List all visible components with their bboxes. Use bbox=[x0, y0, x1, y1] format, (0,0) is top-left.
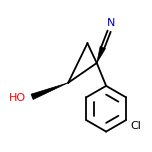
Text: N: N bbox=[107, 17, 116, 28]
Text: HO: HO bbox=[9, 93, 26, 103]
Polygon shape bbox=[97, 47, 105, 63]
Text: Cl: Cl bbox=[131, 121, 142, 131]
Polygon shape bbox=[31, 83, 68, 100]
